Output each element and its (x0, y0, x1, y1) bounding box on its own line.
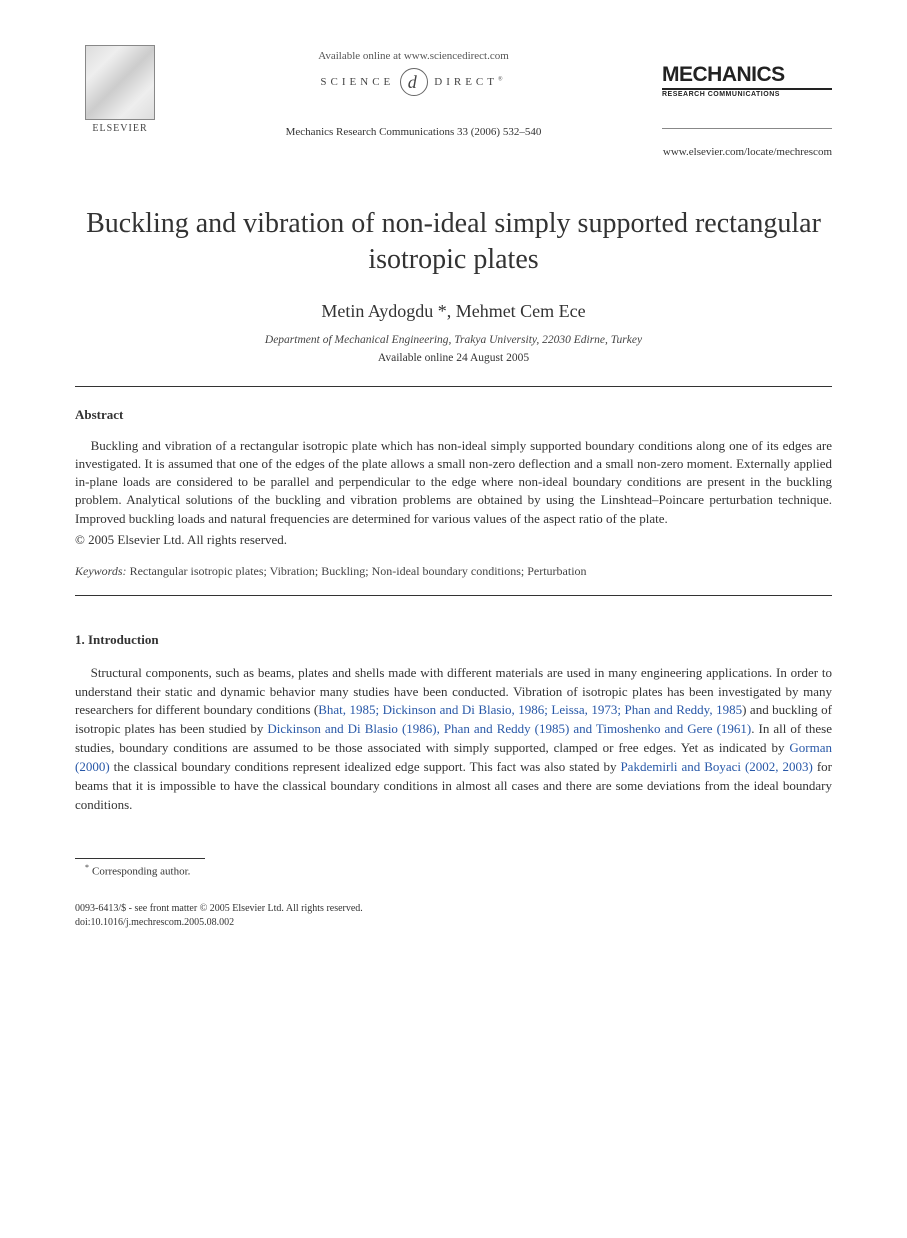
keywords-value: Rectangular isotropic plates; Vibration;… (130, 564, 587, 578)
online-date: Available online 24 August 2005 (75, 352, 832, 364)
sd-right-text: DIRECT® (434, 76, 506, 88)
publisher-name: ELSEVIER (92, 123, 147, 134)
footnote-asterisk-icon: * (85, 863, 89, 872)
abstract-copyright: © 2005 Elsevier Ltd. All rights reserved… (75, 532, 832, 548)
journal-title: MECHANICS (662, 63, 832, 87)
introduction-section: 1. Introduction Structural components, s… (75, 632, 832, 815)
page-header: ELSEVIER Available online at www.science… (75, 45, 832, 138)
back-matter: 0093-6413/$ - see front matter © 2005 El… (75, 902, 832, 929)
paper-title: Buckling and vibration of non-ideal simp… (75, 206, 832, 279)
journal-rule (662, 128, 832, 129)
title-block: Buckling and vibration of non-ideal simp… (75, 206, 832, 364)
rule-bottom (75, 595, 832, 596)
footnote-text: Corresponding author. (92, 866, 190, 878)
elsevier-tree-logo (85, 45, 155, 120)
abstract-section: Abstract Buckling and vibration of a rec… (75, 407, 832, 579)
citation-line: Mechanics Research Communications 33 (20… (286, 126, 542, 138)
abstract-heading: Abstract (75, 407, 832, 423)
doi-line: doi:10.1016/j.mechrescom.2005.08.002 (75, 916, 832, 930)
authors-line: Metin Aydogdu *, Mehmet Cem Ece (75, 301, 832, 322)
front-matter-line: 0093-6413/$ - see front matter © 2005 El… (75, 902, 832, 916)
abstract-body: Buckling and vibration of a rectangular … (75, 437, 832, 528)
footnote-rule (75, 858, 205, 859)
intro-text-4: the classical boundary conditions repres… (110, 759, 621, 774)
affiliation: Department of Mechanical Engineering, Tr… (75, 334, 832, 346)
journal-block: MECHANICS RESEARCH COMMUNICATIONS (662, 45, 832, 129)
corresponding-author-footnote: *Corresponding author. (85, 863, 832, 878)
sciencedirect-swirl-icon: d (400, 68, 428, 96)
available-online-text: Available online at www.sciencedirect.co… (318, 50, 509, 62)
citation-link-2[interactable]: Dickinson and Di Blasio (1986), Phan and… (267, 721, 751, 736)
rule-top (75, 386, 832, 387)
center-header: Available online at www.sciencedirect.co… (165, 45, 662, 138)
journal-subtitle: RESEARCH COMMUNICATIONS (662, 88, 832, 98)
publisher-block: ELSEVIER (75, 45, 165, 134)
keywords-line: Keywords: Rectangular isotropic plates; … (75, 564, 832, 579)
citation-link-1[interactable]: Bhat, 1985; Dickinson and Di Blasio, 198… (318, 702, 742, 717)
citation-link-4[interactable]: Pakdemirli and Boyaci (2002, 2003) (620, 759, 812, 774)
keywords-label: Keywords: (75, 564, 127, 578)
sciencedirect-logo: SCIENCE d DIRECT® (320, 68, 506, 96)
introduction-heading: 1. Introduction (75, 632, 832, 648)
sd-left-text: SCIENCE (320, 76, 394, 88)
journal-url: www.elsevier.com/locate/mechrescom (75, 146, 832, 158)
introduction-body: Structural components, such as beams, pl… (75, 664, 832, 815)
